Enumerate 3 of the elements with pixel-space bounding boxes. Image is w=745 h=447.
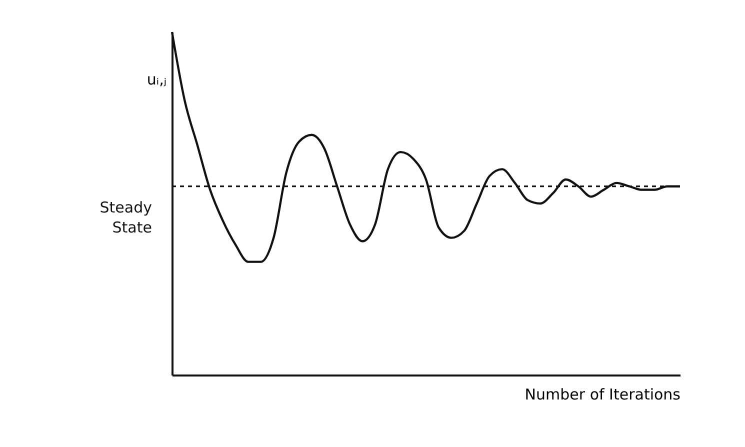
ref-line-label: Steady State bbox=[100, 198, 152, 236]
y-axis-title: uᵢ,ⱼ bbox=[146, 70, 166, 88]
x-axis-title: Number of Iterations bbox=[524, 386, 681, 404]
